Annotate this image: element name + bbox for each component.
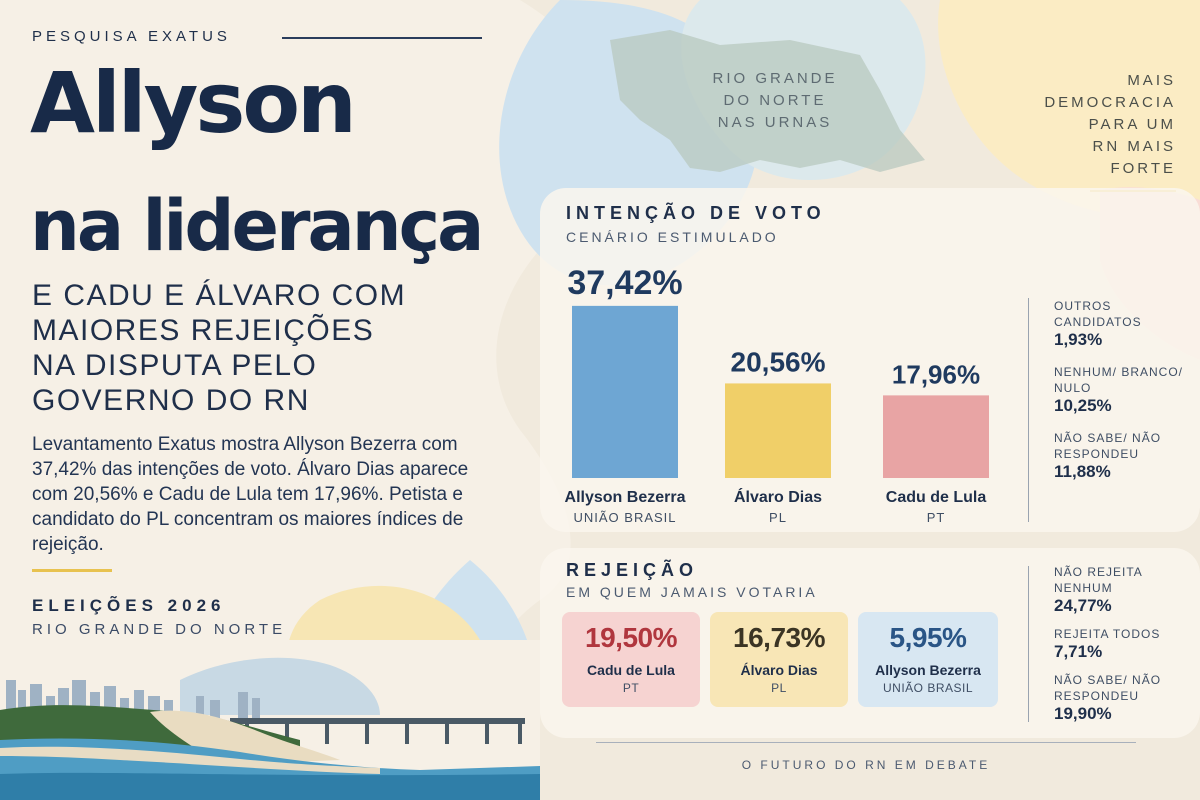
footer-text: O FUTURO DO RN EM DEBATE	[741, 758, 991, 772]
rejection-card-allyson: 5,95% Allyson Bezerra UNIÃO BRASIL	[858, 612, 998, 707]
rejection-section-title: REJEIÇÃO	[566, 560, 699, 580]
footer-divider	[596, 742, 1136, 743]
map-label-line: RIO GRANDE	[712, 70, 838, 87]
vote-bar-category-label: Cadu de Lula	[886, 489, 987, 506]
tagline-line: MAIS	[1127, 72, 1176, 89]
vote-bar-value-label: 17,96%	[892, 359, 980, 389]
rejection-party: PL	[771, 681, 787, 695]
rejection-candidate: Cadu de Lula	[587, 662, 675, 678]
headline-line1: Allyson	[30, 54, 357, 152]
vote-divider	[1028, 298, 1029, 522]
undecided-value: 11,88%	[1054, 462, 1111, 481]
rejection-candidate: Allyson Bezerra	[875, 662, 981, 678]
rejects-none-label: NÃO REJEITA NENHUM	[1054, 565, 1143, 595]
coastline-illustration	[0, 640, 540, 800]
subheadline-line: E CADU E ÁLVARO COM	[32, 279, 407, 312]
subheadline: E CADU E ÁLVARO COM MAIORES REJEIÇÕES NA…	[32, 278, 406, 418]
others-label: OUTROS CANDIDATOS	[1054, 299, 1142, 329]
map-label-line: NAS URNAS	[717, 114, 833, 131]
null-value: 10,25%	[1054, 396, 1112, 415]
rejection-others: NÃO REJEITA NENHUM 24,77% REJEITA TODOS …	[1054, 564, 1194, 724]
vote-bar-value-label: 20,56%	[731, 346, 826, 377]
rejection-undecided-label: NÃO SABE/ NÃO RESPONDEU	[1054, 673, 1162, 703]
rejection-pct: 5,95%	[889, 622, 967, 653]
headline-line2: na liderança	[30, 185, 484, 267]
tagline-line: RN MAIS	[1092, 138, 1176, 155]
vote-bar-party-label: UNIÃO BRASIL	[573, 510, 676, 525]
others-value: 1,93%	[1054, 330, 1103, 349]
rejection-divider	[1028, 566, 1029, 722]
rejection-undecided-value: 19,90%	[1054, 704, 1112, 723]
vote-bar	[725, 383, 831, 478]
rejection-card-cadu: 19,50% Cadu de Lula PT	[562, 612, 700, 707]
rejection-party: PT	[622, 681, 640, 695]
vote-bar-value-label: 37,42%	[567, 264, 682, 302]
description: Levantamento Exatus mostra Allyson Bezer…	[32, 434, 469, 555]
map-label: RIO GRANDE DO NORTE NAS URNAS	[690, 68, 860, 134]
rejection-candidate: Álvaro Dias	[740, 662, 818, 678]
gold-divider	[32, 569, 112, 572]
tagline-line: FORTE	[1110, 160, 1176, 177]
vote-section-title: INTENÇÃO DE VOTO	[566, 203, 826, 223]
rejects-all-label: REJEITA TODOS	[1054, 627, 1161, 641]
vote-bar-party-label: PL	[769, 510, 787, 525]
election-title: ELEIÇÕES 2026	[32, 596, 226, 615]
kicker-divider	[282, 37, 482, 39]
rejection-party: UNIÃO BRASIL	[882, 681, 974, 695]
tagline: MAIS DEMOCRACIA PARA UM RN MAIS FORTE	[1020, 70, 1176, 180]
vote-bar-category-label: Allyson Bezerra	[565, 489, 686, 506]
vote-bar-category-label: Álvaro Dias	[734, 487, 822, 506]
subheadline-line: MAIORES REJEIÇÕES	[32, 314, 375, 347]
rejection-pct: 19,50%	[585, 622, 677, 653]
subheadline-line: NA DISPUTA PELO	[32, 349, 318, 382]
vote-others: OUTROS CANDIDATOS 1,93% NENHUM/ BRANCO/ …	[1054, 298, 1194, 482]
rejects-all-value: 7,71%	[1054, 642, 1103, 661]
subheadline-line: GOVERNO DO RN	[32, 384, 310, 417]
rejection-pct: 16,73%	[733, 622, 825, 653]
undecided-label: NÃO SABE/ NÃO RESPONDEU	[1054, 431, 1162, 461]
null-label: NENHUM/ BRANCO/ NULO	[1054, 365, 1184, 395]
vote-bar-chart: 37,42% Allyson Bezerra UNIÃO BRASIL 20,56% Á…	[565, 264, 989, 525]
rejection-card-alvaro: 16,73% Álvaro Dias PL	[710, 612, 848, 707]
map-label-line: DO NORTE	[723, 92, 827, 109]
kicker: PESQUISA EXATUS	[32, 28, 231, 45]
tagline-line: PARA UM	[1088, 116, 1176, 133]
rejection-section-subtitle: EM QUEM JAMAIS VOTARIA	[566, 584, 818, 600]
rejects-none-value: 24,77%	[1054, 596, 1112, 615]
vote-bar	[572, 305, 678, 478]
election-subtitle: RIO GRANDE DO NORTE	[32, 621, 287, 638]
vote-section-subtitle: CENÁRIO ESTIMULADO	[566, 229, 779, 245]
vote-bar	[883, 395, 989, 478]
tagline-line: DEMOCRACIA	[1044, 94, 1176, 111]
vote-bar-party-label: PT	[927, 510, 946, 525]
